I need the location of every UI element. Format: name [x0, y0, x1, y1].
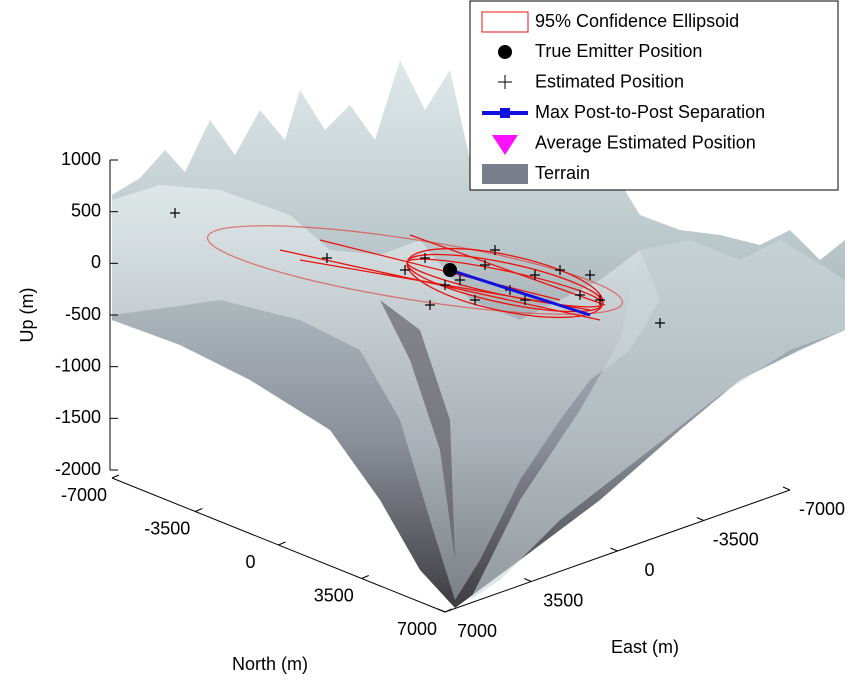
legend-swatch — [500, 108, 510, 118]
legend-box — [469, 0, 839, 191]
z-tick-label: -2000 — [55, 459, 101, 479]
x-tick — [195, 508, 203, 512]
y-tick-label: -3500 — [713, 529, 759, 549]
legend-swatch — [498, 75, 512, 89]
y-tick-label: 7000 — [457, 621, 497, 641]
legend-label: Terrain — [535, 163, 590, 183]
y-axis-label: East (m) — [611, 637, 679, 657]
true-emitter — [443, 263, 457, 277]
y-tick — [610, 547, 618, 552]
legend-swatch — [492, 135, 518, 155]
legend-label: Max Post-to-Post Separation — [535, 102, 765, 122]
z-axis-label: Up (m) — [17, 288, 37, 343]
z-tick-label: -1000 — [55, 355, 101, 375]
x-tick-label: -7000 — [61, 485, 107, 505]
z-tick-label: 1000 — [61, 149, 101, 169]
legend-label: Average Estimated Position — [535, 132, 756, 152]
x-tick-label: -3500 — [144, 518, 190, 538]
legend-swatch — [498, 45, 512, 59]
y-tick-label: 3500 — [543, 590, 583, 610]
z-tick-label: 500 — [71, 200, 101, 220]
legend-label: Estimated Position — [535, 72, 684, 92]
legend — [469, 0, 839, 191]
x-axis-label: North (m) — [232, 654, 308, 674]
z-tick-label: -1500 — [55, 407, 101, 427]
y-tick-label: -7000 — [799, 499, 845, 519]
y-tick — [524, 578, 532, 582]
y-tick — [782, 486, 791, 491]
terrain — [112, 60, 845, 608]
legend-swatch — [481, 11, 529, 33]
x-tick-label: 3500 — [314, 585, 354, 605]
terrain-valley — [380, 300, 455, 560]
legend-swatch — [482, 164, 528, 184]
x-tick-label: 0 — [245, 552, 255, 572]
x-tick — [361, 575, 369, 579]
terrain-ridge — [112, 185, 660, 600]
y-tick — [437, 608, 446, 613]
legend-label: 95% Confidence Ellipsoid — [535, 11, 739, 31]
max-separation — [449, 268, 591, 317]
y-tick — [696, 517, 704, 521]
z-tick-label: -500 — [65, 304, 101, 324]
legend-label: True Emitter Position — [535, 41, 702, 61]
z-tick-label: 0 — [91, 252, 101, 272]
terrain-ridge — [470, 240, 845, 600]
estimated-positions — [170, 208, 665, 328]
x-tick — [111, 474, 120, 479]
x-tick — [278, 541, 286, 546]
x-tick — [444, 608, 453, 613]
y-tick-label: 0 — [644, 560, 654, 580]
x-tick-label: 7000 — [397, 619, 437, 639]
